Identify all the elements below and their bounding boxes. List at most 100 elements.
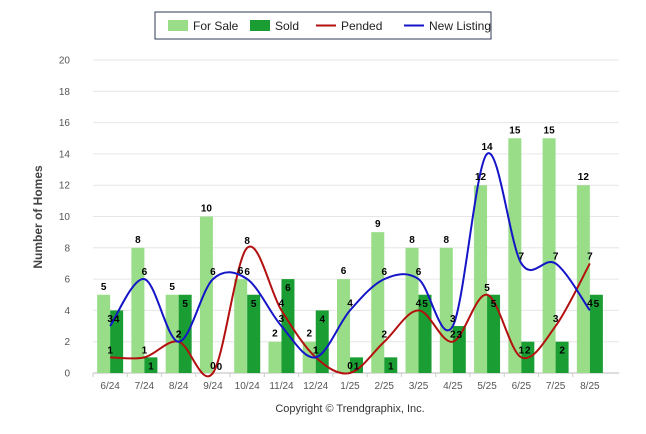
y-tick-label: 18 bbox=[59, 87, 71, 98]
x-tick-label: 9/24 bbox=[203, 381, 223, 392]
bar-for-sale bbox=[337, 279, 350, 373]
label-for-sale: 12 bbox=[578, 172, 590, 183]
legend-sold-label: Sold bbox=[275, 19, 299, 33]
legend-for-sale-label: For Sale bbox=[193, 19, 239, 33]
label-sold: 3 bbox=[457, 330, 463, 341]
bar-for-sale bbox=[371, 232, 385, 373]
y-tick-label: 20 bbox=[59, 56, 71, 67]
x-tick-label: 1/25 bbox=[340, 381, 360, 392]
label-for-sale: 8 bbox=[409, 235, 415, 246]
label-pended: 4 bbox=[416, 298, 422, 309]
label-for-sale: 8 bbox=[444, 235, 450, 246]
bar-for-sale bbox=[97, 294, 111, 373]
label-for-sale: 12 bbox=[475, 172, 487, 183]
label-for-sale: 5 bbox=[169, 282, 175, 293]
label-new-listing: 6 bbox=[142, 267, 148, 278]
label-sold: 0 bbox=[217, 362, 223, 373]
x-tick-label: 4/25 bbox=[443, 381, 463, 392]
label-pended: 0 bbox=[210, 361, 216, 372]
legend: For Sale Sold Pended New Listing bbox=[154, 11, 492, 40]
bar-for-sale bbox=[268, 341, 282, 373]
label-pended: 3 bbox=[553, 314, 559, 325]
y-axis-ticks: 0 2 4 6 8 10 12 14 16 18 20 bbox=[59, 56, 71, 380]
label-for-sale: 9 bbox=[375, 219, 381, 230]
label-sold: 5 bbox=[251, 299, 257, 310]
y-tick-label: 6 bbox=[64, 275, 70, 286]
bar-sold bbox=[452, 326, 466, 373]
x-tick-label: 8/24 bbox=[169, 381, 189, 392]
label-pended: 1 bbox=[107, 345, 113, 356]
bar-sold bbox=[589, 294, 603, 373]
label-pended: 2 bbox=[176, 330, 182, 341]
label-new-listing: 3 bbox=[107, 314, 113, 325]
bar-for-sale bbox=[439, 247, 453, 373]
bar-sold bbox=[487, 294, 501, 373]
x-tick-label: 11/24 bbox=[269, 381, 294, 392]
y-tick-label: 8 bbox=[64, 243, 70, 254]
label-sold: 5 bbox=[491, 299, 497, 310]
label-sold: 4 bbox=[114, 314, 120, 325]
bar-sold bbox=[247, 294, 261, 373]
bar-for-sale bbox=[165, 294, 179, 373]
bar-sold bbox=[350, 357, 363, 373]
y-tick-label: 12 bbox=[59, 181, 71, 192]
label-for-sale: 2 bbox=[272, 329, 278, 340]
bar-for-sale bbox=[405, 247, 419, 373]
bar-sold bbox=[281, 279, 295, 373]
legend-sold-swatch bbox=[250, 20, 270, 31]
x-tick-label: 2/25 bbox=[375, 381, 395, 392]
label-for-sale: 6 bbox=[238, 266, 244, 277]
label-sold: 2 bbox=[525, 346, 531, 357]
label-pended: 5 bbox=[484, 283, 490, 294]
y-tick-label: 16 bbox=[59, 118, 71, 129]
x-tick-label: 6/25 bbox=[512, 381, 532, 392]
x-tick-label: 7/24 bbox=[135, 381, 155, 392]
legend-new-listing-label: New Listing bbox=[429, 19, 491, 33]
line-new-listing bbox=[109, 152, 591, 359]
bar-for-sale bbox=[542, 138, 556, 373]
label-for-sale: 15 bbox=[509, 125, 521, 136]
label-sold: 5 bbox=[594, 299, 600, 310]
label-new-listing: 1 bbox=[313, 345, 319, 356]
x-tick-label: 7/25 bbox=[546, 381, 566, 392]
label-pended: 7 bbox=[587, 251, 593, 262]
bar-sold bbox=[555, 341, 569, 373]
label-new-listing: 6 bbox=[210, 267, 216, 278]
bar-sold bbox=[384, 357, 398, 373]
label-for-sale: 15 bbox=[544, 125, 556, 136]
lines bbox=[109, 152, 591, 378]
bar-for-sale bbox=[576, 185, 590, 373]
y-axis-label: Number of Homes bbox=[31, 165, 45, 269]
label-pended: 1 bbox=[142, 345, 148, 356]
label-pended: 8 bbox=[244, 236, 250, 247]
label-for-sale: 6 bbox=[341, 266, 347, 277]
label-pended: 2 bbox=[450, 330, 456, 341]
label-new-listing: 4 bbox=[347, 298, 353, 309]
legend-for-sale-swatch bbox=[168, 20, 188, 31]
label-sold: 2 bbox=[559, 346, 565, 357]
x-tick-label: 3/25 bbox=[409, 381, 429, 392]
bar-sold bbox=[418, 294, 432, 373]
y-tick-label: 14 bbox=[59, 149, 71, 160]
bar-for-sale bbox=[508, 138, 522, 373]
legend-pended-label: Pended bbox=[341, 19, 382, 33]
bar-for-sale bbox=[234, 279, 248, 373]
label-sold: 6 bbox=[285, 283, 291, 294]
bar-for-sale bbox=[474, 185, 488, 373]
label-for-sale: 8 bbox=[135, 235, 141, 246]
label-new-listing: 2 bbox=[176, 330, 182, 341]
x-tick-label: 6/24 bbox=[100, 381, 120, 392]
line-pended bbox=[110, 245, 591, 378]
label-sold: 1 bbox=[388, 361, 394, 372]
y-tick-label: 10 bbox=[59, 212, 71, 223]
label-new-listing: 7 bbox=[553, 251, 559, 262]
label-pended: 0 bbox=[347, 361, 353, 372]
y-tick-label: 2 bbox=[64, 337, 70, 348]
label-pended: 1 bbox=[313, 345, 319, 356]
bar-for-sale bbox=[199, 216, 213, 373]
label-for-sale: 10 bbox=[201, 204, 213, 215]
bar-sold bbox=[315, 310, 329, 373]
label-new-listing: 7 bbox=[519, 251, 525, 262]
label-new-listing: 6 bbox=[416, 267, 422, 278]
label-new-listing: 6 bbox=[244, 267, 250, 278]
